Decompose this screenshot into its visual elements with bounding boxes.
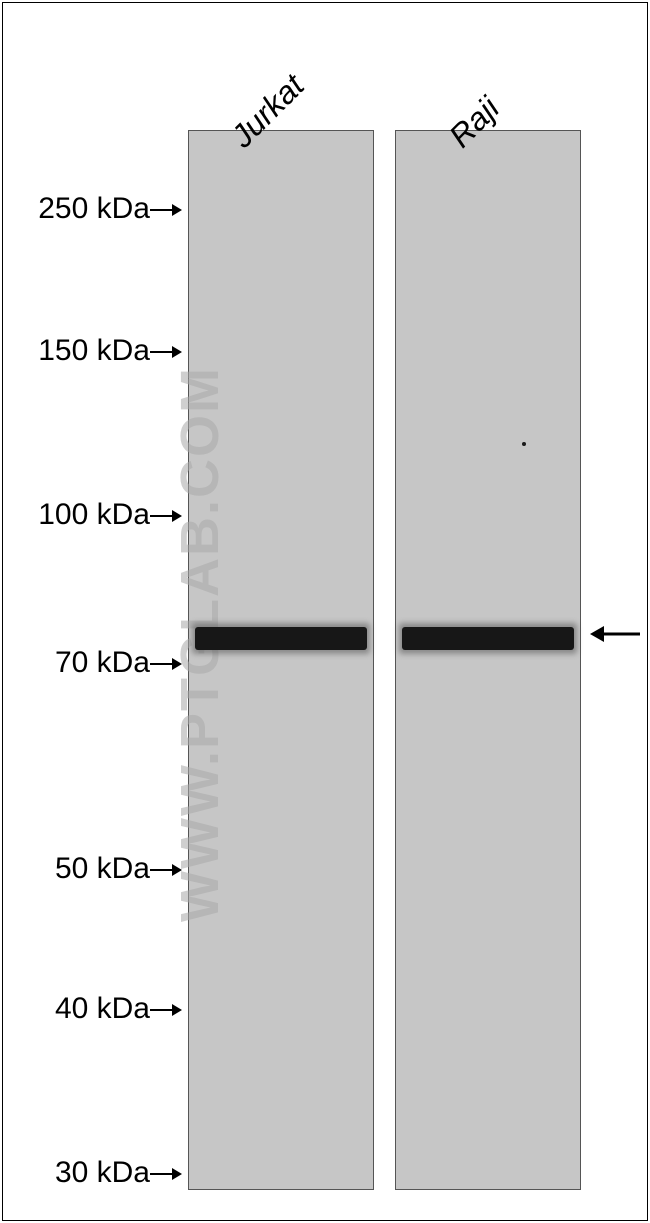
- marker-arrow-6: [150, 1166, 186, 1182]
- band-1: [402, 627, 574, 650]
- marker-label-1: 150 kDa: [38, 334, 150, 368]
- marker-arrow-4: [150, 862, 186, 878]
- lane-0: [188, 130, 374, 1190]
- target-band-arrow: [590, 622, 644, 646]
- marker-label-6: 30 kDa: [55, 1156, 150, 1190]
- marker-arrow-2: [150, 508, 186, 524]
- artifact-spot-0: [522, 442, 526, 446]
- marker-label-4: 50 kDa: [55, 852, 150, 886]
- marker-label-3: 70 kDa: [55, 646, 150, 680]
- blot-figure: JurkatRaji WWW.PTGLAB.COM 250 kDa150 kDa…: [0, 0, 650, 1223]
- marker-arrow-3: [150, 656, 186, 672]
- marker-label-2: 100 kDa: [38, 498, 150, 532]
- band-0: [195, 627, 367, 650]
- marker-label-0: 250 kDa: [38, 192, 150, 226]
- marker-label-5: 40 kDa: [55, 992, 150, 1026]
- marker-arrow-5: [150, 1002, 186, 1018]
- marker-arrow-0: [150, 202, 186, 218]
- lane-1: [395, 130, 581, 1190]
- marker-arrow-1: [150, 344, 186, 360]
